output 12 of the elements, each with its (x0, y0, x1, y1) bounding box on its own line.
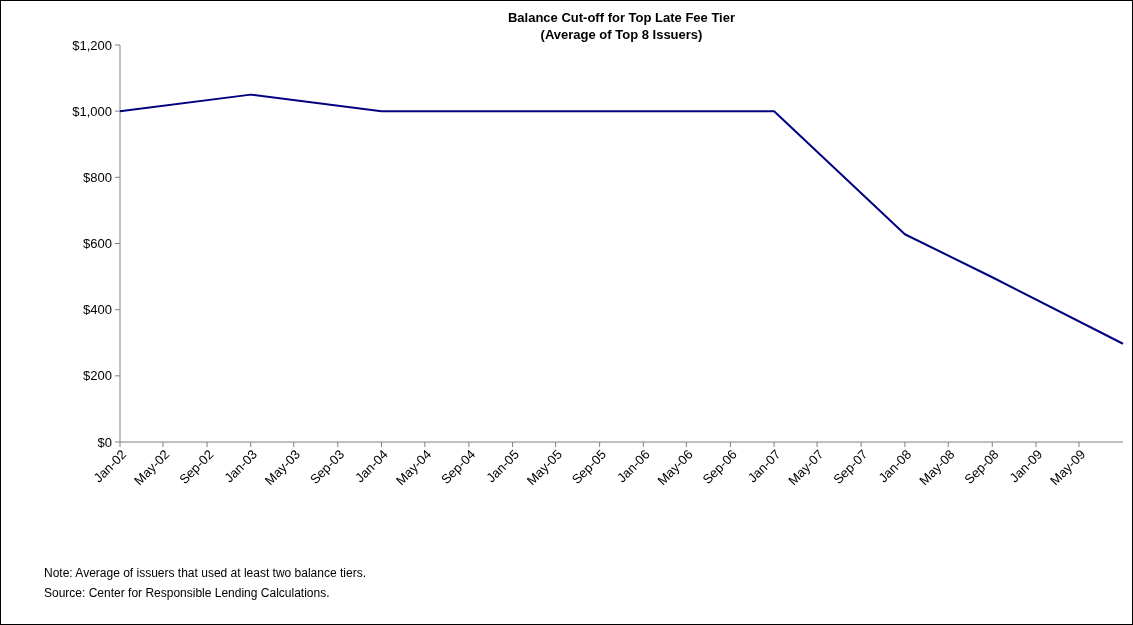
text: Note: Average of issuers that used at least two balance tiers. (44, 566, 366, 580)
y-tick-label: $600 (83, 236, 112, 252)
chart-subtitle: (Average of Top 8 Issuers) (540, 27, 703, 42)
y-tick-label: $1,000 (72, 103, 112, 119)
line-series (119, 93, 1124, 345)
y-tick-label: $200 (83, 368, 112, 384)
chart-title: Balance Cut-off for Top Late Fee Tier (507, 10, 736, 25)
y-tick-label: $800 (83, 169, 112, 185)
y-tick-label: $400 (83, 302, 112, 318)
y-tick-label: $1,200 (72, 37, 112, 53)
y-tick-label: $0 (97, 434, 112, 450)
source-note: Source: Center for Responsible Lending Calculations. (44, 586, 330, 600)
